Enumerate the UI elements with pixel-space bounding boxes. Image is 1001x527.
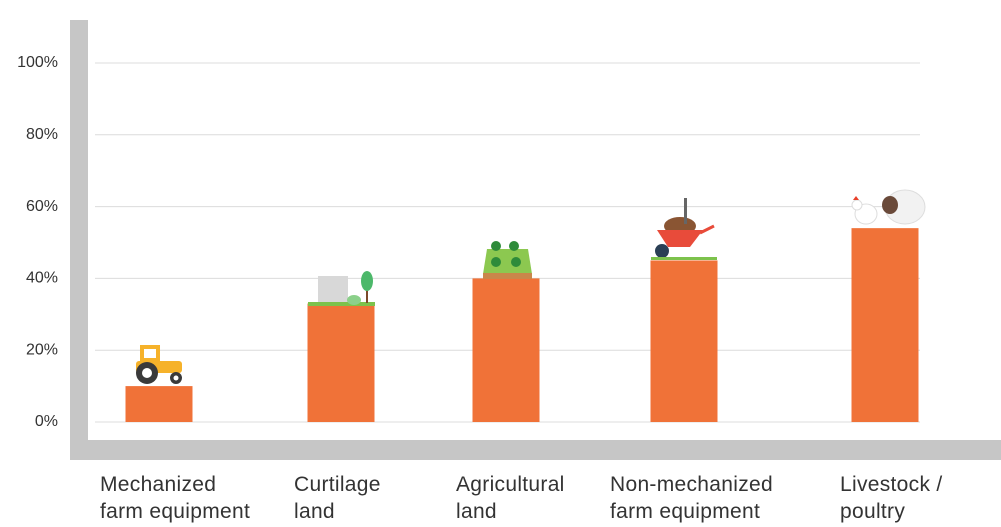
curtilage-icon — [308, 271, 375, 306]
bar — [651, 260, 718, 422]
y-tick-label: 100% — [17, 54, 58, 71]
y-tick-label: 0% — [35, 413, 58, 430]
y-tick-label: 60% — [26, 198, 58, 215]
y-axis-bar — [70, 20, 88, 460]
livestock-icon — [852, 190, 925, 224]
y-tick-label: 80% — [26, 126, 58, 143]
field-icon — [483, 241, 532, 279]
x-axis-bar — [70, 440, 1001, 460]
bar — [126, 386, 193, 422]
y-tick-label: 20% — [26, 341, 58, 358]
x-tick-label: Agricultural land — [456, 471, 565, 525]
bar — [852, 228, 919, 422]
x-tick-label: Non-mechanized farm equipment — [610, 471, 773, 525]
page: {"chart_data": {"type": "bar", "categori… — [0, 0, 1001, 527]
chart: 0% 20% 40% 60% 80% 100% — [0, 0, 1001, 527]
bar — [473, 278, 540, 422]
wheelbarrow-icon — [651, 198, 717, 260]
tractor-icon — [136, 345, 182, 384]
bar — [308, 304, 375, 422]
y-tick-label: 40% — [26, 270, 58, 287]
x-tick-label: Livestock / poultry — [840, 471, 943, 525]
x-tick-label: Curtilage land — [294, 471, 381, 525]
x-tick-label: Mechanized farm equipment — [100, 471, 250, 525]
